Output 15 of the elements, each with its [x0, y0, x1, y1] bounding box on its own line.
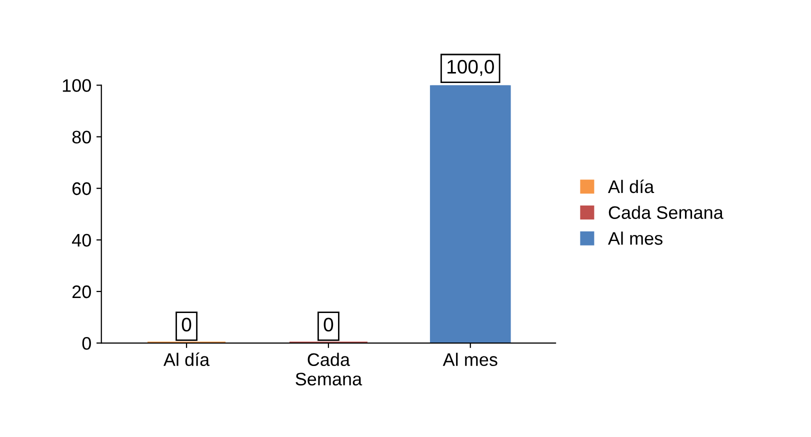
- x-tick-label: Cada Semana: [296, 352, 362, 386]
- legend-label: Al mes: [608, 232, 662, 245]
- y-tick-label: 60: [72, 182, 91, 196]
- legend-label: Cada Semana: [608, 206, 724, 219]
- y-tick-label: 40: [72, 234, 91, 247]
- y-tick-label: 20: [72, 285, 91, 298]
- legend-label: Al día: [608, 180, 654, 194]
- y-tick-label: 0: [82, 336, 91, 350]
- data-label: 100,0: [448, 60, 494, 76]
- y-tick-label: 100: [62, 79, 91, 92]
- x-tick-label: Al día: [163, 352, 210, 366]
- data-label: 0: [182, 318, 192, 332]
- y-tick-label: 80: [72, 130, 91, 144]
- data-label: 0: [324, 318, 334, 332]
- x-tick-label: Al mes: [442, 352, 498, 366]
